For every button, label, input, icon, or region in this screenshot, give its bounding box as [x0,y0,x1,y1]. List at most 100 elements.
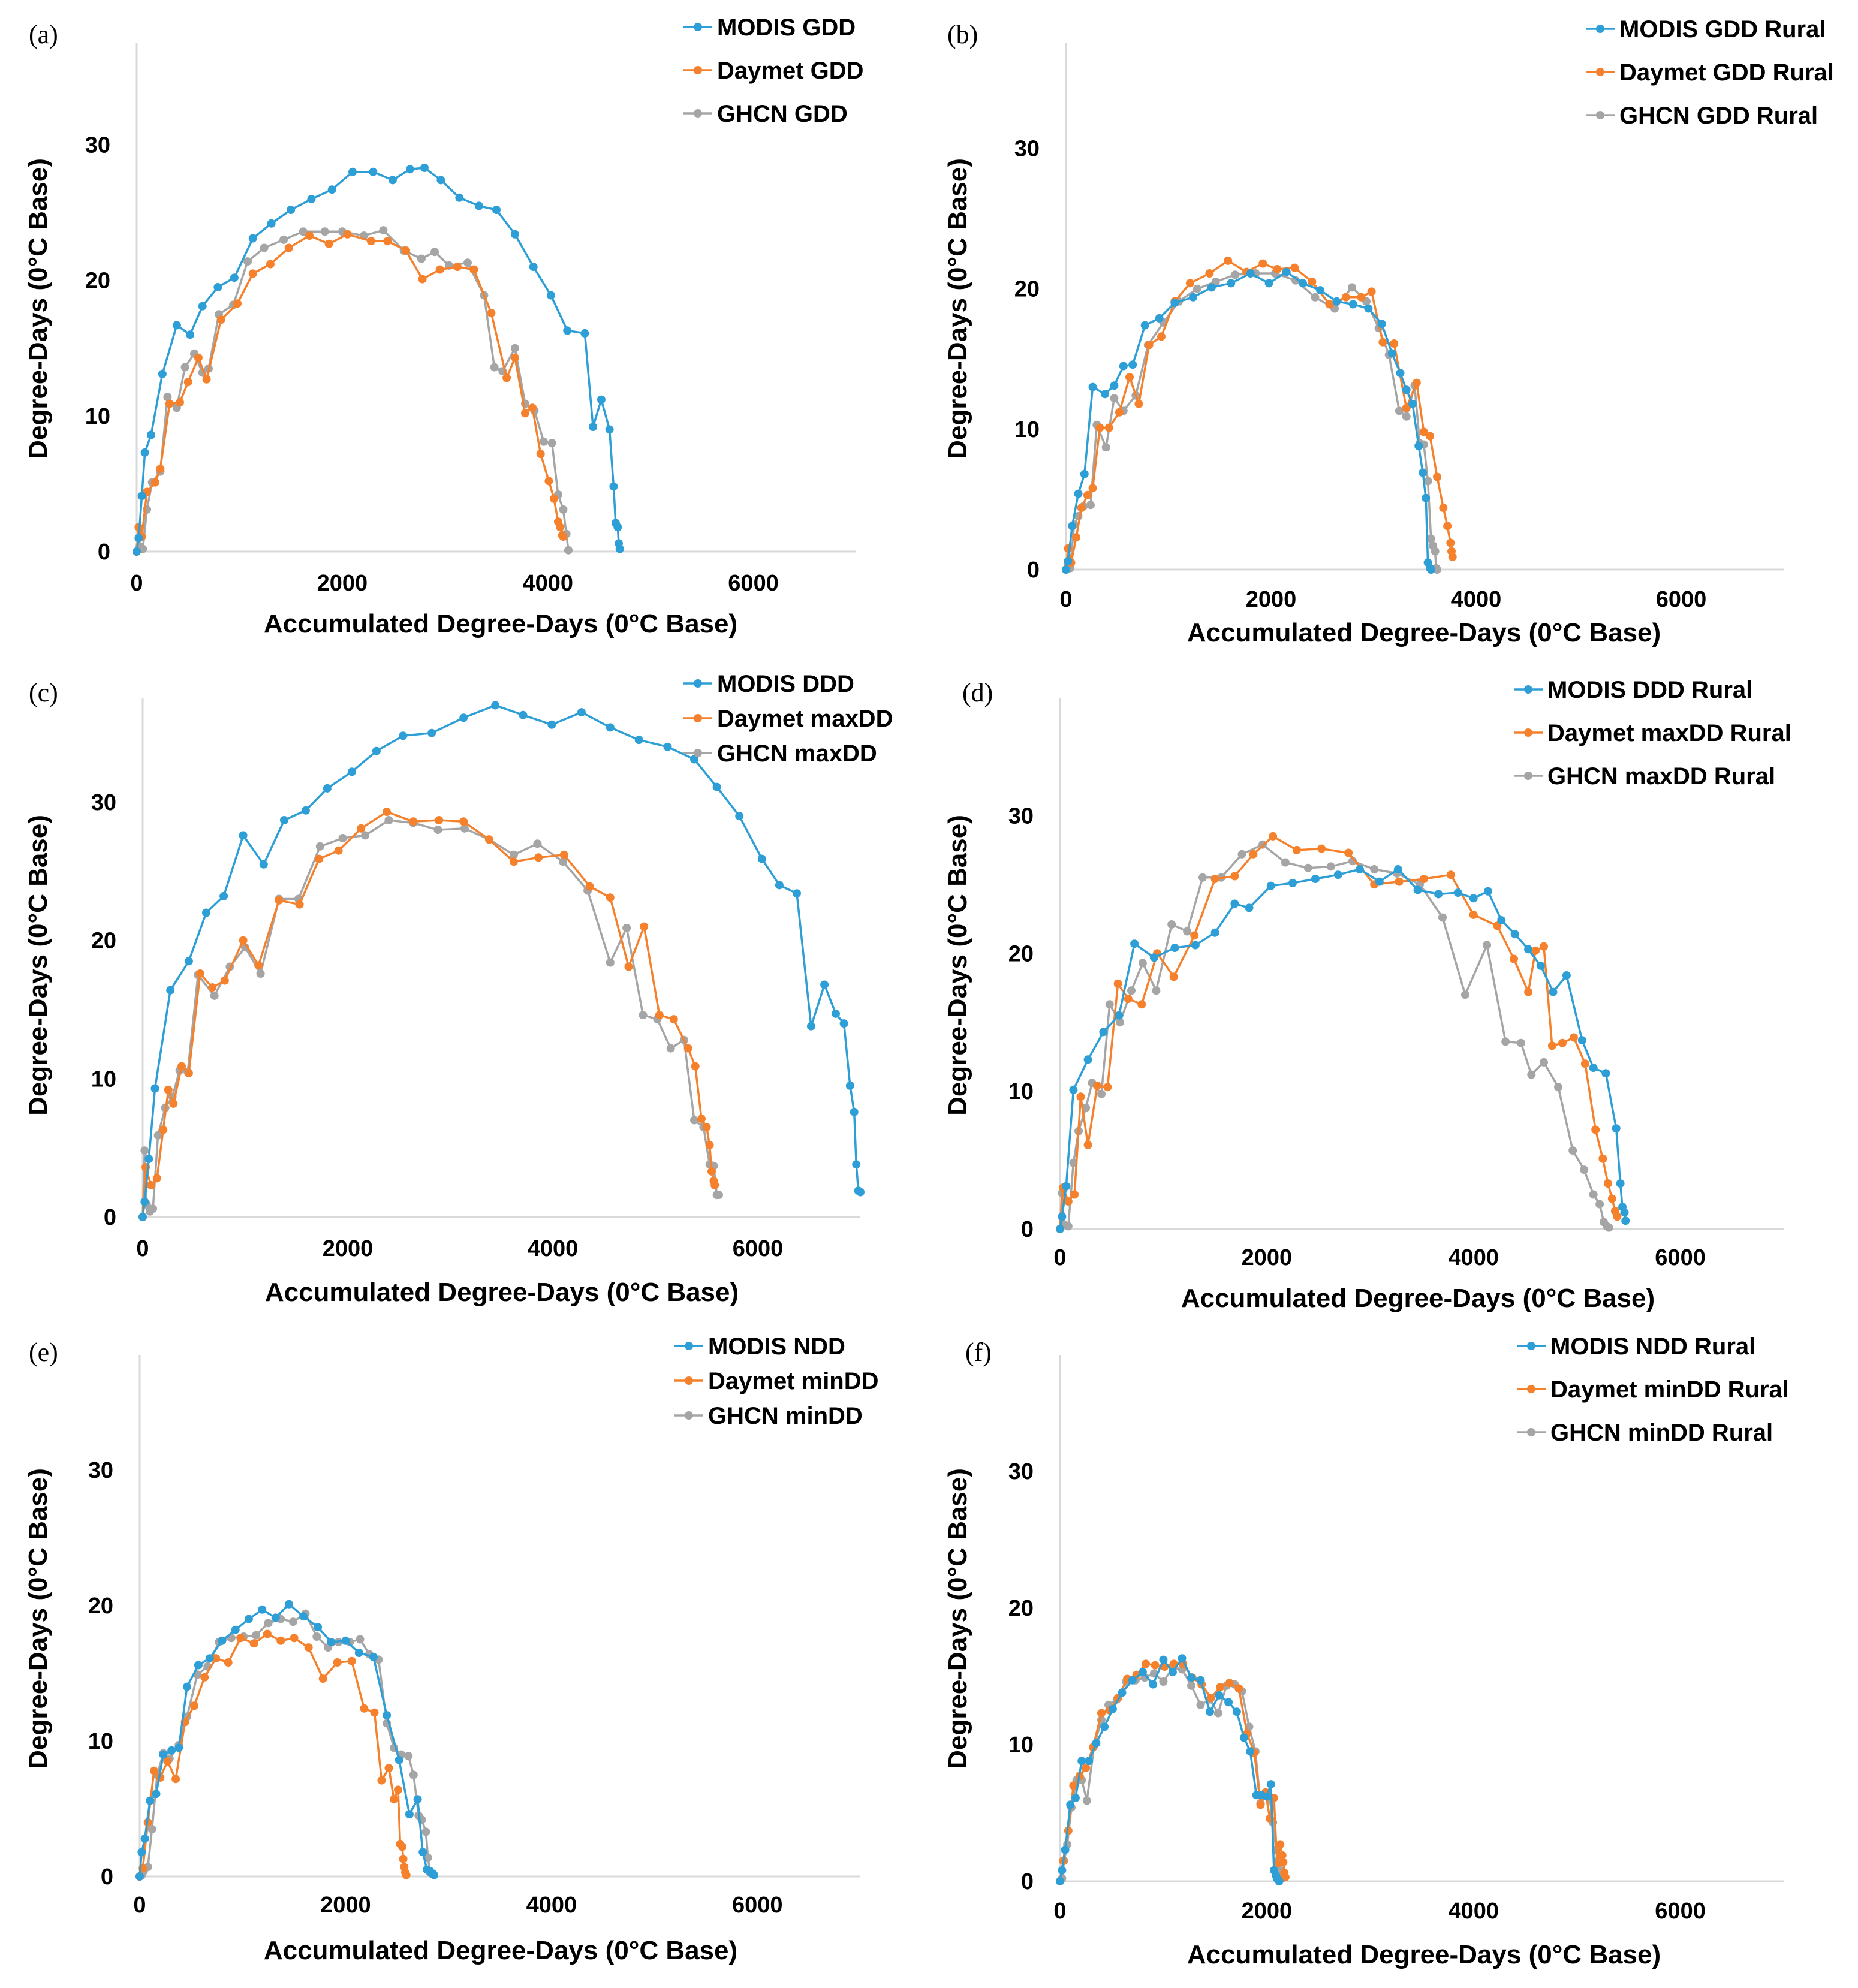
chart-f-data-point [1151,1661,1160,1670]
chart-f-legend-label: Daymet minDD Rural [1550,1376,1789,1403]
chart-d-panel-label: (d) [962,678,993,707]
chart-c-data-point [510,850,518,859]
chart-b-data-point [1325,300,1334,309]
chart-d-data-point [1589,1190,1598,1199]
chart-b-data-point [1378,338,1387,347]
chart-a-data-point [547,439,556,448]
chart-f-data-point [1275,1877,1284,1885]
chart-f-data-point [1061,1845,1070,1854]
chart-c-data-point [315,842,324,851]
chart-e-data-point [264,1619,273,1628]
chart-a-legend-label: Daymet GDD [717,58,864,84]
chart-c-data-point [169,1099,178,1108]
chart-a-data-point [150,478,159,487]
chart-e-data-point [314,1623,323,1632]
chart-d-data-point [1326,862,1335,871]
chart-e-series-line-3 [139,1612,431,1878]
chart-e-data-point [369,1652,378,1661]
chart-f-data-point [1224,1698,1233,1707]
chart-e-data-point [290,1634,299,1643]
chart-b-series-line-2 [1065,260,1454,570]
chart-f-y-tick-label: 10 [1008,1733,1034,1758]
chart-e-data-point [304,1643,313,1652]
chart-c-data-point [383,808,391,817]
chart-c-data-point [691,1062,700,1071]
chart-c-data-point [669,1015,678,1024]
chart-e-series-line-1 [138,1603,435,1877]
chart-d-data-point [1524,987,1533,996]
chart-b-data-point [1083,490,1092,499]
chart-c-legend-label: GHCN maxDD [717,740,877,767]
chart-c-data-point [301,806,310,815]
chart-e-x-tick-label: 0 [133,1893,146,1918]
chart-a-x-axis-title: Accumulated Degree-Days (0°C Base) [264,609,737,638]
chart-f-data-point [1178,1654,1187,1663]
chart-c-data-point [460,824,469,833]
chart-d-data-point [1237,850,1246,859]
chart-f-data-point [1206,1694,1215,1703]
chart-e-data-point [413,1795,422,1804]
chart-e-data-point [288,1617,297,1626]
chart-b-data-point [1104,423,1113,432]
chart-c-y-tick-label: 20 [91,929,116,954]
chart-b-data-point [1364,304,1373,313]
chart-d-data-point [1070,1190,1079,1199]
chart-c-data-point [275,896,284,905]
chart-c-data-point [793,889,801,898]
chart-e-legend-label: GHCN minDD [708,1403,863,1429]
chart-d-data-point [1137,1000,1146,1009]
chart-a-data-point [559,505,568,514]
chart-d-data-point [1058,1212,1067,1221]
chart-b-data-point [1402,385,1411,394]
chart-e-data-point [405,1810,414,1819]
chart-c-data-point [427,728,436,737]
chart-a-data-point [487,309,496,317]
chart-c-data-point [491,701,500,710]
chart-f-legend-swatch-marker [1527,1428,1535,1436]
chart-a-data-point [267,219,276,228]
chart-a-data-point [176,398,184,407]
chart-c-data-point [256,969,265,978]
chart-e-data-point [183,1682,191,1691]
chart-b-data-point [1088,382,1097,391]
chart-c-data-point [433,826,442,835]
chart-f-data-point [1056,1877,1064,1885]
chart-b-data-point [1086,501,1095,510]
chart-a-data-point [453,263,462,272]
chart-b-x-tick-label: 6000 [1656,587,1707,612]
chart-b-x-axis-title: Accumulated Degree-Days (0°C Base) [1187,618,1661,647]
chart-f-data-point [1215,1691,1224,1700]
chart-d-data-point [1062,1182,1071,1191]
chart-d-data-point [1190,931,1199,940]
chart-e-data-point [167,1746,176,1755]
chart-c-data-point [208,983,217,992]
chart-e-y-tick-label: 30 [88,1458,113,1483]
chart-a-data-point [194,353,203,362]
chart-f-data-point [1278,1851,1287,1860]
chart-d-data-point [1527,1070,1536,1079]
chart-a-data-point [406,165,414,174]
chart-c-data-point [347,767,356,776]
chart-a-data-point [490,363,499,372]
chart-e-data-point [285,1600,293,1609]
chart-d-x-tick-label: 4000 [1448,1245,1499,1270]
chart-f-data-point [1085,1757,1094,1766]
chart-e-data-point [252,1631,260,1640]
chart-e-data-point [354,1649,363,1658]
chart-e-data-point [383,1711,392,1720]
chart-a-data-point [539,437,548,446]
chart-a-data-point [348,167,357,176]
chart-b-data-point [1443,522,1452,531]
chart-a-data-point [463,258,472,267]
chart-b-panel-label: (b) [947,20,978,49]
chart-a-y-tick-label: 30 [85,133,110,158]
chart-f-data-point [1159,1655,1168,1664]
chart-d-legend-swatch-marker [1524,685,1532,694]
chart-c-data-point [357,824,366,833]
chart-e-data-point [263,1629,272,1638]
chart-c-data-point [806,1022,815,1031]
chart-c-data-point [705,1141,714,1150]
chart-f-data-point [1213,1709,1222,1718]
chart-d-data-point [1317,844,1326,853]
chart-f-x-tick-label: 0 [1053,1899,1066,1924]
